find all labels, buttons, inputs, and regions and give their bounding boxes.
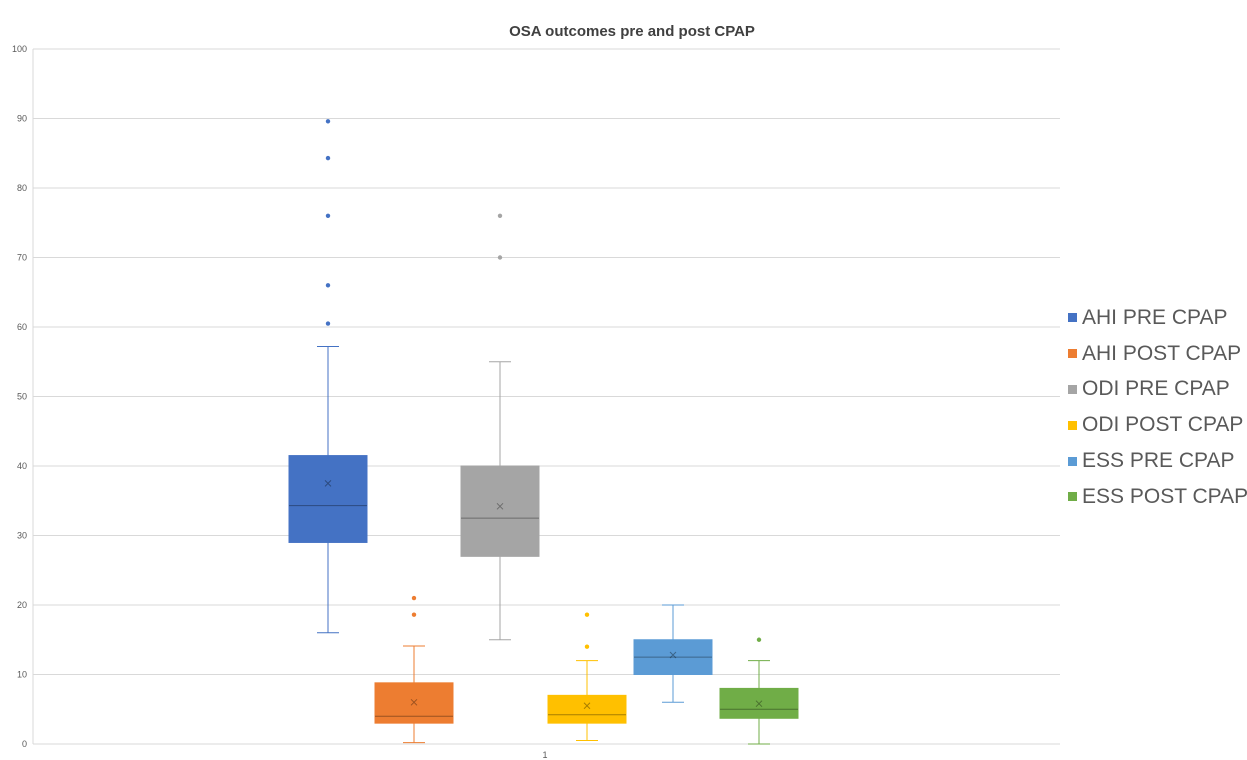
box-iqr [288, 455, 368, 543]
outlier-point [584, 612, 590, 617]
box-series [547, 612, 627, 742]
legend-item-odi-post[interactable]: ODI POST CPAP [1068, 407, 1247, 443]
outlier-point [325, 155, 331, 161]
legend-item-ahi-pre[interactable]: AHI PRE CPAP [1068, 300, 1247, 336]
legend-label: AHI PRE CPAP [1082, 305, 1228, 329]
legend-label: ESS PRE CPAP [1082, 449, 1235, 473]
legend: AHI PRE CPAP AHI POST CPAP ODI PRE CPAP … [1068, 300, 1247, 515]
mean-marker [496, 502, 504, 510]
chart-title: OSA outcomes pre and post CPAP [509, 23, 755, 40]
outlier-point [325, 321, 331, 326]
box-iqr [374, 682, 454, 724]
outlier-point [325, 283, 331, 288]
y-tick-label: 30 [17, 531, 27, 541]
mean-marker [755, 700, 763, 708]
mean-marker [410, 698, 418, 706]
y-tick-label: 40 [17, 461, 27, 471]
y-tick-label: 50 [17, 392, 27, 402]
box-series [374, 595, 454, 744]
legend-swatch [1068, 492, 1077, 502]
outlier-point [411, 612, 417, 617]
box-iqr [633, 639, 713, 675]
mean-marker [669, 651, 677, 659]
box-series [460, 213, 540, 641]
legend-item-odi-pre[interactable]: ODI PRE CPAP [1068, 372, 1247, 408]
outlier-point [411, 595, 417, 601]
y-tick-label: 20 [17, 600, 27, 610]
mean-marker [324, 480, 332, 487]
legend-swatch [1068, 384, 1077, 394]
outlier-point [325, 213, 331, 218]
y-tick-label: 80 [17, 183, 27, 193]
mean-marker [583, 702, 591, 710]
y-tick-label: 90 [17, 114, 27, 124]
legend-swatch [1068, 349, 1077, 359]
y-tick-label: 10 [17, 670, 27, 680]
box-series [719, 637, 799, 745]
outlier-point [497, 213, 503, 218]
outlier-point [497, 255, 503, 260]
legend-swatch [1068, 456, 1077, 466]
legend-label: ODI POST CPAP [1082, 413, 1244, 437]
x-tick-label: 1 [542, 750, 547, 760]
legend-item-ess-post[interactable]: ESS POST CPAP [1068, 479, 1247, 515]
box-series [288, 119, 368, 634]
box-iqr [719, 687, 799, 719]
legend-swatch [1068, 420, 1077, 430]
legend-label: ODI PRE CPAP [1082, 377, 1230, 401]
legend-label: ESS POST CPAP [1082, 484, 1247, 508]
outlier-point [584, 644, 590, 649]
y-tick-label: 100 [12, 44, 27, 54]
box-iqr [547, 694, 627, 724]
legend-swatch [1068, 313, 1077, 323]
legend-item-ahi-post[interactable]: AHI POST CPAP [1068, 336, 1247, 372]
legend-label: AHI POST CPAP [1082, 341, 1242, 365]
y-tick-label: 60 [17, 322, 27, 332]
outlier-point [756, 637, 762, 642]
y-tick-label: 0 [22, 739, 27, 749]
y-tick-label: 70 [17, 253, 27, 263]
outlier-point [325, 119, 331, 124]
box-iqr [460, 465, 540, 557]
legend-item-ess-pre[interactable]: ESS PRE CPAP [1068, 443, 1247, 479]
box-series [633, 604, 713, 703]
